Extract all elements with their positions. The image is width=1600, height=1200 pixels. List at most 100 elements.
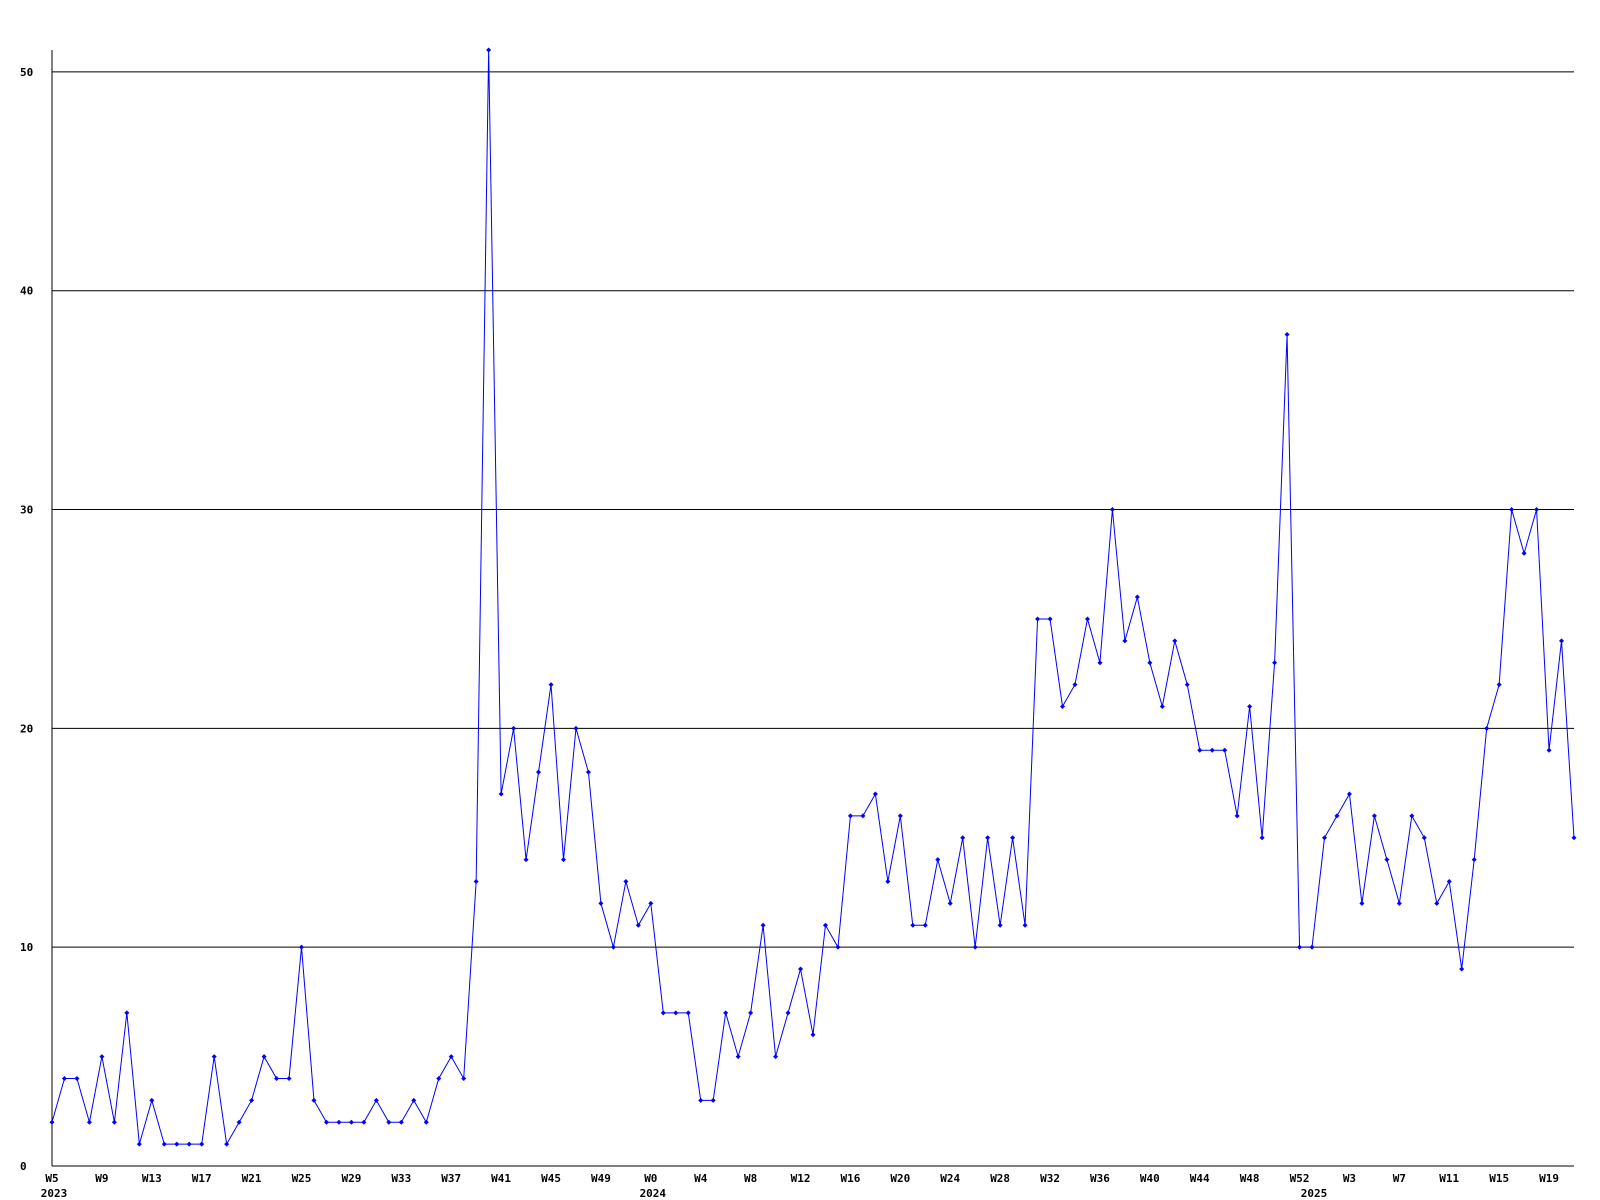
data-point (1134, 594, 1140, 600)
data-point (1346, 791, 1352, 797)
data-point (1084, 616, 1090, 622)
data-point (1534, 507, 1540, 513)
x-tick-label: W19 (1539, 1172, 1559, 1185)
x-tick-label: W29 (341, 1172, 361, 1185)
data-point (99, 1054, 105, 1060)
x-tick-label: W45 (541, 1172, 561, 1185)
x-tick-label: W48 (1240, 1172, 1260, 1185)
y-tick-label: 40 (20, 285, 33, 298)
data-point (560, 857, 566, 863)
data-point (124, 1010, 130, 1016)
data-point (1159, 703, 1165, 709)
data-point (1047, 616, 1053, 622)
data-point (910, 922, 916, 928)
data-point (1309, 944, 1315, 950)
data-point (935, 857, 941, 863)
x-tick-label: W0 (644, 1172, 657, 1185)
x-tick-label: W11 (1439, 1172, 1459, 1185)
data-point (249, 1097, 255, 1103)
data-point (286, 1075, 292, 1081)
data-point (1546, 747, 1552, 753)
data-point (1035, 616, 1041, 622)
data-point (1297, 944, 1303, 950)
x-tick-label: W16 (840, 1172, 860, 1185)
y-tick-label: 10 (20, 941, 33, 954)
data-point (361, 1119, 367, 1125)
data-point (411, 1097, 417, 1103)
data-point (1321, 835, 1327, 841)
x-tick-label: W33 (391, 1172, 411, 1185)
data-point (1359, 900, 1365, 906)
data-point (523, 857, 529, 863)
x-tick-label: W52 (1290, 1172, 1310, 1185)
data-point (536, 769, 542, 775)
data-point (1471, 857, 1477, 863)
data-point (61, 1075, 67, 1081)
data-point (773, 1054, 779, 1060)
data-point (1421, 835, 1427, 841)
x-tick-label: W12 (791, 1172, 811, 1185)
data-point (1409, 813, 1415, 819)
data-point (511, 725, 517, 731)
data-point (847, 813, 853, 819)
data-point (448, 1054, 454, 1060)
data-point (1272, 660, 1278, 666)
x-tick-label: W7 (1393, 1172, 1406, 1185)
data-point (748, 1010, 754, 1016)
data-point (1484, 725, 1490, 731)
data-point (299, 944, 305, 950)
data-point (1509, 507, 1515, 513)
data-point (860, 813, 866, 819)
x-tick-label: W49 (591, 1172, 611, 1185)
data-point (735, 1054, 741, 1060)
data-point (274, 1075, 280, 1081)
data-point (111, 1119, 117, 1125)
data-point (985, 835, 991, 841)
data-point (785, 1010, 791, 1016)
x-year-label: 2023 (41, 1187, 68, 1200)
x-tick-label: W9 (95, 1172, 108, 1185)
data-point (1559, 638, 1565, 644)
data-point (1234, 813, 1240, 819)
data-point (323, 1119, 329, 1125)
data-point (1060, 703, 1066, 709)
data-point (149, 1097, 155, 1103)
data-point (660, 1010, 666, 1016)
x-tick-label: W8 (744, 1172, 757, 1185)
data-point (1147, 660, 1153, 666)
data-point (960, 835, 966, 841)
x-year-label: 2025 (1301, 1187, 1328, 1200)
x-tick-label: W5 (45, 1172, 58, 1185)
x-tick-label: W41 (491, 1172, 511, 1185)
data-point (972, 944, 978, 950)
data-point (1209, 747, 1215, 753)
data-point (835, 944, 841, 950)
x-tick-label: W36 (1090, 1172, 1110, 1185)
data-point (174, 1141, 180, 1147)
data-point (161, 1141, 167, 1147)
x-tick-label: W28 (990, 1172, 1010, 1185)
x-tick-label: W15 (1489, 1172, 1509, 1185)
data-point (1371, 813, 1377, 819)
data-point (1184, 682, 1190, 688)
data-point (348, 1119, 354, 1125)
data-point (473, 879, 479, 885)
x-tick-label: W32 (1040, 1172, 1060, 1185)
data-point (698, 1097, 704, 1103)
data-point (1197, 747, 1203, 753)
data-point (897, 813, 903, 819)
data-point (1010, 835, 1016, 841)
data-point (236, 1119, 242, 1125)
data-point (598, 900, 604, 906)
data-point (810, 1032, 816, 1038)
x-tick-label: W44 (1190, 1172, 1210, 1185)
data-point (1072, 682, 1078, 688)
data-point (673, 1010, 679, 1016)
x-tick-label: W13 (142, 1172, 162, 1185)
data-point (798, 966, 804, 972)
data-point (498, 791, 504, 797)
data-point (623, 879, 629, 885)
data-point (885, 879, 891, 885)
data-point (386, 1119, 392, 1125)
data-point (1109, 507, 1115, 513)
